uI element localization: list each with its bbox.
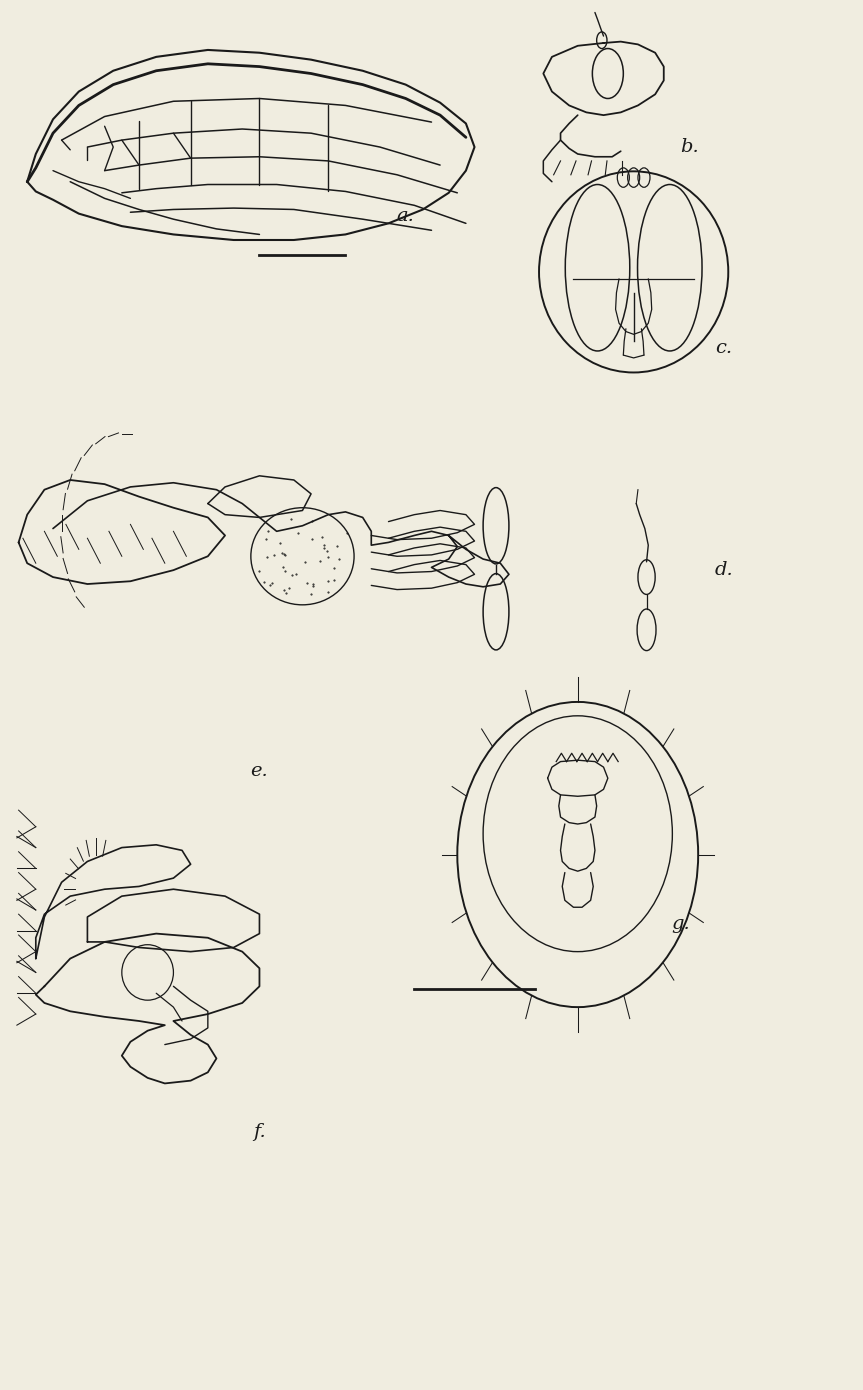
Text: c.: c. bbox=[715, 339, 733, 357]
Text: e.: e. bbox=[250, 762, 268, 780]
Text: f.: f. bbox=[253, 1123, 266, 1141]
Text: a.: a. bbox=[397, 207, 414, 225]
Text: b.: b. bbox=[680, 138, 699, 156]
Text: g.: g. bbox=[671, 915, 690, 933]
Text: d.: d. bbox=[715, 562, 734, 580]
